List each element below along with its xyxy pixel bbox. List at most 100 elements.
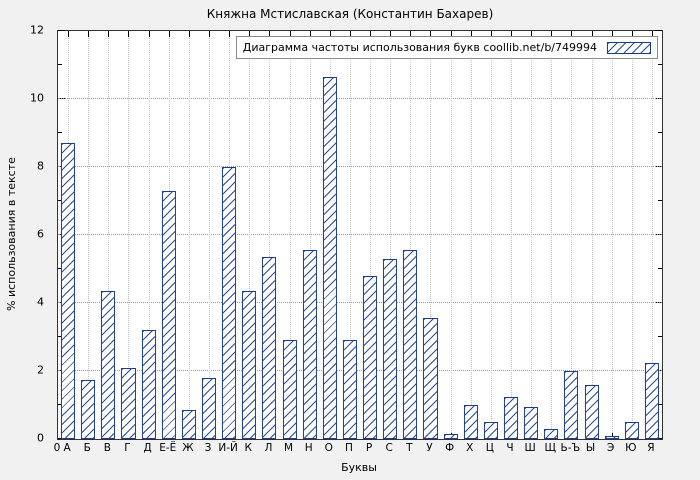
gridline-horizontal xyxy=(58,234,662,235)
bar xyxy=(443,433,458,439)
y-tick-mark xyxy=(58,200,62,201)
gridline-horizontal xyxy=(58,166,662,168)
x-tick-label: Т xyxy=(406,442,413,454)
bar xyxy=(342,340,357,439)
x-tick-mark xyxy=(349,31,351,37)
gridline-vertical xyxy=(349,31,351,439)
bar xyxy=(201,377,217,439)
x-tick-mark xyxy=(148,31,150,37)
gridline-vertical xyxy=(128,31,130,439)
x-tick-mark xyxy=(450,31,452,37)
gridline-vertical xyxy=(309,31,311,439)
x-axis-title: Буквы xyxy=(341,461,377,474)
bar xyxy=(483,422,498,439)
bar xyxy=(262,257,277,439)
gridline-vertical xyxy=(551,31,553,439)
x-tick-labels: 0 А Б В Г Д Е-Ё Ж З И-Й К Л М Н О П Р С Т У Ф Х Ц Ч Ш Щ Ь-Ъ Ы Э Ю Я xyxy=(54,442,661,456)
x-tick-mark xyxy=(651,31,653,37)
bar xyxy=(624,422,639,439)
x-tick-mark xyxy=(551,31,553,37)
y-tick-label: 8 xyxy=(37,159,44,173)
gridline-horizontal xyxy=(58,370,662,372)
chart-title: Княжна Мстиславская (Константин Бахарев) xyxy=(206,7,494,21)
gridline-vertical xyxy=(209,31,210,439)
y-tick-mark xyxy=(58,268,62,269)
gridline-vertical xyxy=(410,31,412,439)
gridline-vertical xyxy=(591,31,593,439)
gridline-vertical xyxy=(470,31,472,439)
x-tick-mark xyxy=(470,31,472,37)
y-tick-mark xyxy=(658,336,662,337)
y-tick-mark xyxy=(58,132,62,133)
x-tick-label: А xyxy=(63,442,71,454)
x-tick-label: Э xyxy=(606,442,615,454)
bar xyxy=(121,367,136,439)
bar xyxy=(503,396,519,439)
x-tick-label: Щ xyxy=(544,442,557,454)
bar xyxy=(604,435,619,439)
gridline-vertical xyxy=(370,31,372,439)
gridline-vertical xyxy=(531,31,533,439)
bar xyxy=(403,250,418,439)
bar xyxy=(423,318,438,439)
bar xyxy=(363,275,378,439)
gridline-horizontal xyxy=(58,302,662,304)
y-tick-label: 2 xyxy=(37,363,44,377)
y-tick-label: 4 xyxy=(37,295,44,309)
x-tick-label: Ю xyxy=(625,442,637,454)
x-tick-label: Д xyxy=(143,442,152,454)
x-tick-mark xyxy=(68,31,70,37)
bar xyxy=(463,405,478,439)
x-tick-label: К xyxy=(244,442,252,454)
y-tick-mark xyxy=(658,64,662,65)
x-tick-mark xyxy=(289,31,291,37)
y-tick-mark xyxy=(58,30,65,31)
y-tick-label: 6 xyxy=(37,227,44,241)
x-tick-mark xyxy=(209,31,210,37)
x-tick-mark xyxy=(249,31,251,37)
gridline-vertical xyxy=(289,31,291,439)
x-tick-mark xyxy=(631,31,633,37)
x-tick-mark xyxy=(410,31,412,37)
x-tick-label: М xyxy=(284,442,294,454)
y-tick-label: 12 xyxy=(30,23,44,37)
y-tick-mark xyxy=(655,30,662,31)
x-tick-mark xyxy=(188,31,190,37)
gridline-vertical xyxy=(611,31,613,439)
x-tick-label: Ж xyxy=(182,442,194,454)
x-tick-label: В xyxy=(103,442,111,454)
gridline-vertical xyxy=(511,31,512,439)
gridline-vertical xyxy=(430,31,432,439)
x-tick-mark xyxy=(531,31,533,37)
legend-label: Диаграмма частоты использования букв coo… xyxy=(242,41,597,54)
y-tick-mark xyxy=(58,336,62,337)
x-tick-mark xyxy=(370,31,372,37)
bar xyxy=(282,340,297,439)
gridline-vertical xyxy=(651,31,653,439)
x-tick-mark xyxy=(511,31,512,37)
bar xyxy=(222,167,237,439)
y-tick-mark xyxy=(58,404,62,406)
x-tick-label: Л xyxy=(264,442,273,454)
gridline-vertical xyxy=(490,31,492,439)
gridline-vertical xyxy=(108,31,110,439)
x-tick-label: С xyxy=(385,442,393,454)
gridline-vertical xyxy=(188,31,190,439)
y-tick-mark xyxy=(58,64,62,65)
x-tick-mark xyxy=(490,31,492,37)
bar xyxy=(61,143,76,439)
x-tick-mark xyxy=(430,31,432,37)
x-tick-mark xyxy=(128,31,130,37)
x-tick-mark xyxy=(108,31,110,37)
y-tick-mark xyxy=(658,132,662,133)
x-tick-label: Ы xyxy=(585,442,596,454)
bar xyxy=(322,76,337,439)
bar xyxy=(584,384,599,439)
gridline-vertical xyxy=(390,31,392,439)
gridline-vertical xyxy=(571,31,573,439)
x-tick-label: Б xyxy=(83,442,91,454)
x-tick-label: П xyxy=(344,442,353,454)
x-tick-mark xyxy=(269,31,271,37)
x-tick-label: Ч xyxy=(506,442,514,454)
x-tick-mark xyxy=(168,31,170,37)
